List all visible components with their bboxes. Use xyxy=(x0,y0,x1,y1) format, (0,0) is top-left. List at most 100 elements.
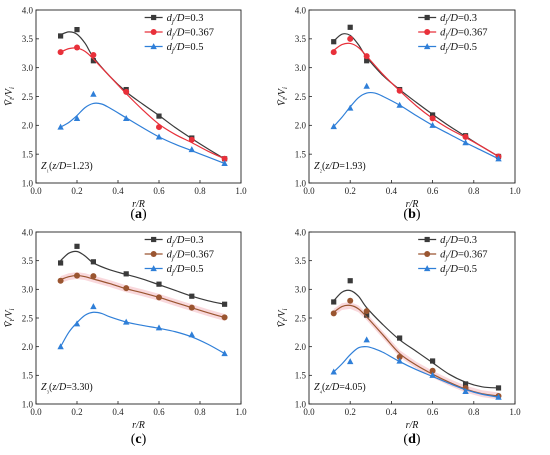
x-tick-label: 0.6 xyxy=(427,186,439,196)
x-tick-label: 0.4 xyxy=(112,186,124,196)
data-point-series-1 xyxy=(188,136,195,143)
data-point-series-0 xyxy=(156,113,162,119)
legend-swatch-marker xyxy=(423,265,431,272)
data-point-series-0 xyxy=(90,58,96,64)
data-point-series-0 xyxy=(331,299,337,305)
data-point-series-2 xyxy=(429,121,436,128)
data-point-series-0 xyxy=(364,312,370,318)
data-point-series-1 xyxy=(221,155,228,162)
data-point-series-0 xyxy=(189,293,195,299)
x-tick-label: 0.2 xyxy=(71,407,82,417)
data-point-series-2 xyxy=(396,357,403,364)
y-tick-label: 4.0 xyxy=(22,5,34,15)
data-point-series-2 xyxy=(495,155,502,162)
legend-swatch-marker xyxy=(424,29,431,35)
x-tick-label: 0.2 xyxy=(345,186,356,196)
x-tick-label: 0.2 xyxy=(71,186,82,196)
data-point-series-2 xyxy=(188,146,195,153)
data-point-series-1 xyxy=(330,49,337,56)
y-tick-label: 3.0 xyxy=(295,285,307,295)
chart-panel-c: 1.0 1.5 2.0 2.5 3.0 3.5 4.0 0.0 0.2 0.4 0.6 0.8 1.0 r… xyxy=(3,227,247,447)
legend-label-1: dj/D=0.367 xyxy=(440,28,487,41)
legend-swatch-marker xyxy=(423,43,431,50)
data-point-series-2 xyxy=(495,393,502,400)
data-point-series-0 xyxy=(364,58,370,64)
data-point-series-1 xyxy=(156,294,162,301)
data-point-series-1 xyxy=(429,115,436,122)
y-tick-label: 1.5 xyxy=(295,149,307,159)
data-point-series-2 xyxy=(347,358,354,365)
panel-label: (b) xyxy=(403,207,420,222)
y-axis-label: V̄t/Vi xyxy=(3,309,16,328)
data-point-series-2 xyxy=(155,324,163,331)
fit-curve-series-0 xyxy=(333,289,499,389)
x-tick-label: 0.8 xyxy=(468,407,480,417)
x-tick-label: 0.0 xyxy=(303,186,315,196)
zone-label: Z₃(z/D=3.30) xyxy=(41,382,93,394)
legend-label-0: dj/D=0.3 xyxy=(440,235,477,248)
data-point-series-2 xyxy=(462,139,469,146)
y-tick-label: 2.0 xyxy=(295,342,307,352)
x-tick-label: 0.4 xyxy=(386,407,398,417)
legend-label-1: dj/D=0.367 xyxy=(440,250,487,263)
data-point-series-1 xyxy=(396,87,403,94)
x-tick-label: 1.0 xyxy=(509,407,521,417)
data-point-series-0 xyxy=(397,335,403,341)
data-point-series-1 xyxy=(74,272,80,279)
chart-panel-b: 1.0 1.5 2.0 2.5 3.0 3.5 4.0 0.0 0.2 0.4 0.6 0.8 1.0 r… xyxy=(276,5,521,222)
legend-swatch-marker xyxy=(150,43,157,50)
x-tick-label: 1.0 xyxy=(509,186,521,196)
data-point-series-2 xyxy=(330,123,337,130)
x-tick-label: 0.8 xyxy=(468,186,480,196)
data-point-series-1 xyxy=(188,304,195,311)
data-point-series-0 xyxy=(58,260,64,266)
data-point-series-2 xyxy=(123,115,130,122)
y-tick-label: 2.0 xyxy=(22,121,34,131)
legend-label-2: dj/D=0.5 xyxy=(167,42,204,55)
data-point-series-2 xyxy=(429,371,436,378)
data-point-series-2 xyxy=(363,336,370,343)
y-tick-label: 4.0 xyxy=(295,227,307,237)
y-tick-label: 3.5 xyxy=(295,256,307,266)
x-tick-label: 0.6 xyxy=(153,407,165,417)
legend-swatch-marker xyxy=(424,236,430,243)
x-axis-label: r/R xyxy=(406,420,419,431)
legend-label-2: dj/D=0.5 xyxy=(440,264,477,277)
data-point-series-0 xyxy=(495,385,502,391)
x-tick-label: 0.4 xyxy=(386,186,398,196)
legend-label-0: dj/D=0.3 xyxy=(167,235,204,248)
data-point-series-1 xyxy=(90,273,97,280)
data-point-series-2 xyxy=(73,115,81,122)
x-tick-label: 0.0 xyxy=(30,186,42,196)
data-point-series-2 xyxy=(221,350,228,357)
y-tick-label: 2.5 xyxy=(295,92,307,102)
y-tick-label: 1.0 xyxy=(22,178,34,188)
data-point-series-2 xyxy=(330,368,337,375)
data-point-series-2 xyxy=(90,90,97,97)
data-point-series-0 xyxy=(347,24,353,30)
x-tick-label: 0.0 xyxy=(303,407,315,417)
fit-curve-series-2 xyxy=(60,102,225,164)
data-point-series-0 xyxy=(331,39,337,45)
data-point-series-2 xyxy=(396,101,403,108)
legend-label-2: dj/D=0.5 xyxy=(440,42,477,55)
y-tick-label: 1.5 xyxy=(22,149,34,159)
x-axis-label: r/R xyxy=(132,199,145,210)
y-tick-label: 2.5 xyxy=(22,92,34,102)
panel-label: (d) xyxy=(403,432,420,447)
y-tick-label: 3.5 xyxy=(295,34,307,44)
y-tick-label: 1.0 xyxy=(295,178,307,188)
legend-swatch-marker xyxy=(151,14,157,21)
data-point-series-0 xyxy=(74,27,80,33)
data-point-series-2 xyxy=(90,303,97,310)
data-point-series-1 xyxy=(396,353,403,360)
chart-panel-d: 1.0 1.5 2.0 2.5 3.0 3.5 4.0 0.0 0.2 0.4 0.6 0.8 1.0 r… xyxy=(276,227,521,447)
x-tick-label: 0.2 xyxy=(345,407,356,417)
y-tick-label: 2.5 xyxy=(295,313,307,323)
y-tick-label: 1.0 xyxy=(22,399,34,409)
legend-label-0: dj/D=0.3 xyxy=(167,13,204,26)
legend-label-2: dj/D=0.5 xyxy=(167,264,204,277)
data-point-series-0 xyxy=(156,281,162,287)
x-axis-label: r/R xyxy=(132,420,145,431)
data-point-series-1 xyxy=(123,88,130,95)
